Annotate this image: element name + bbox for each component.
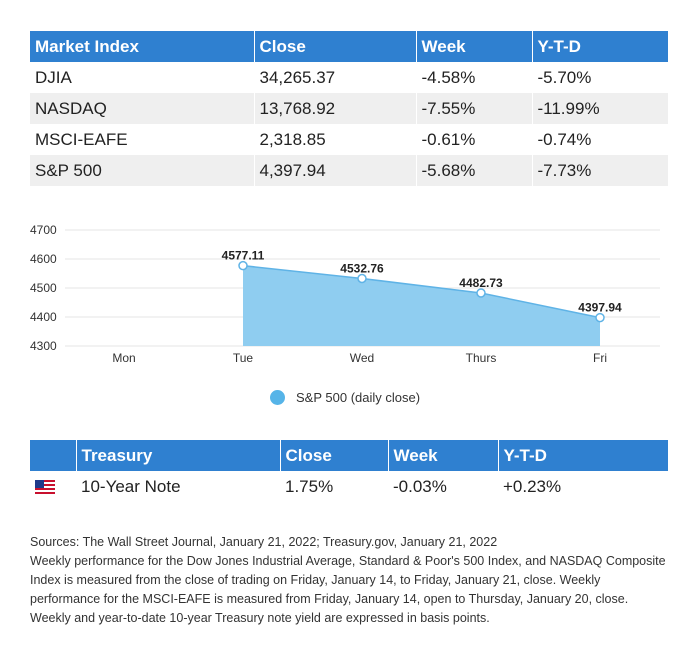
index-name: S&P 500 xyxy=(30,155,255,186)
header-close: Close xyxy=(280,440,389,471)
index-week: -0.61% xyxy=(416,124,533,155)
y-tick-label: 4700 xyxy=(30,223,57,237)
chart-legend: S&P 500 (daily close) xyxy=(270,390,420,405)
y-tick-label: 4600 xyxy=(30,252,57,266)
index-close: 2,318.85 xyxy=(254,124,417,155)
us-flag-icon xyxy=(35,480,55,495)
x-tick-label: Fri xyxy=(593,351,607,365)
data-label: 4397.94 xyxy=(578,301,622,315)
legend-swatch xyxy=(270,390,285,405)
flag-cell xyxy=(30,471,76,502)
index-close: 34,265.37 xyxy=(254,62,417,93)
header-week: Week xyxy=(388,440,499,471)
data-label: 4482.73 xyxy=(459,276,503,290)
x-tick-label: Tue xyxy=(233,351,254,365)
data-point xyxy=(595,312,605,323)
x-tick-label: Wed xyxy=(350,351,374,365)
treasury-name: 10-Year Note xyxy=(81,476,181,496)
x-tick-label: Thurs xyxy=(466,351,497,365)
market-index-header-row: Market Index Close Week Y-T-D xyxy=(30,31,668,62)
treasury-ytd: +0.23% xyxy=(503,476,562,496)
index-ytd: -11.99% xyxy=(532,93,668,124)
header-close: Close xyxy=(254,31,417,62)
index-week: -4.58% xyxy=(416,62,533,93)
treasury-close: 1.75% xyxy=(285,476,334,496)
y-tick-label: 4500 xyxy=(30,281,57,295)
legend-label: S&P 500 (daily close) xyxy=(296,390,421,405)
index-close: 4,397.94 xyxy=(254,155,417,186)
header-market-index: Market Index xyxy=(30,31,255,62)
index-ytd: -5.70% xyxy=(537,67,592,87)
index-week: -7.55% xyxy=(416,93,533,124)
table-row: 10-Year Note 1.75% -0.03% +0.23% xyxy=(30,471,668,502)
methodology-note: Weekly performance for the Dow Jones Ind… xyxy=(30,554,666,625)
header-week: Week xyxy=(416,31,533,62)
series-area xyxy=(243,265,600,346)
series-line xyxy=(242,264,601,319)
footnotes: Sources: The Wall Street Journal, Januar… xyxy=(30,533,670,628)
market-index-table: Market Index Close Week Y-T-D DJIA 34,26… xyxy=(30,31,668,186)
index-name: DJIA xyxy=(30,62,255,93)
treasury-week: -0.03% xyxy=(393,476,447,496)
table-row: S&P 500 4,397.94 -5.68% -7.73% xyxy=(30,155,668,186)
table-row: DJIA 34,265.37 -4.58% -5.70% xyxy=(30,62,668,93)
table-row: NASDAQ 13,768.92 -7.55% -11.99% xyxy=(30,93,668,124)
data-point xyxy=(357,273,367,284)
data-point xyxy=(476,288,486,298)
header-ytd: Y-T-D xyxy=(498,440,668,471)
header-ytd: Y-T-D xyxy=(532,31,668,62)
index-ytd: -0.74% xyxy=(537,129,592,149)
sources-note: Sources: The Wall Street Journal, Januar… xyxy=(30,535,498,549)
header-flag xyxy=(30,440,77,471)
index-close: 13,768.92 xyxy=(254,93,417,124)
data-label: 4532.76 xyxy=(340,261,384,275)
data-label: 4577.11 xyxy=(222,249,265,263)
index-ytd: -7.73% xyxy=(532,155,668,186)
index-name: MSCI-EAFE xyxy=(30,124,255,155)
y-tick-label: 4400 xyxy=(30,310,57,324)
data-point xyxy=(238,260,248,271)
table-row: MSCI-EAFE 2,318.85 -0.61% -0.74% xyxy=(30,124,668,155)
index-name: NASDAQ xyxy=(30,93,255,124)
header-treasury: Treasury xyxy=(76,440,281,471)
y-tick-label: 4300 xyxy=(30,339,57,353)
treasury-table: Treasury Close Week Y-T-D 10-Year Note 1… xyxy=(30,440,668,502)
sp500-area-chart: 4700 4600 4500 4400 4300 Mon Tue Wed Thurs Fri 457… xyxy=(30,223,660,365)
treasury-header-row: Treasury Close Week Y-T-D xyxy=(30,440,668,471)
x-tick-label: Mon xyxy=(112,351,135,365)
index-week: -5.68% xyxy=(416,155,533,186)
